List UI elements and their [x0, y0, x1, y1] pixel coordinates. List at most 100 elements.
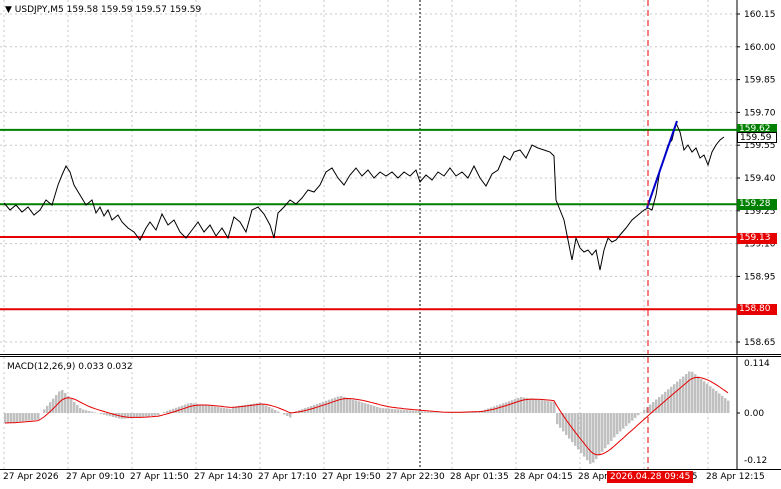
macd-histogram-bar: [640, 412, 643, 413]
price-scale-label: 159.25: [744, 207, 776, 217]
macd-histogram-bar: [103, 413, 106, 415]
macd-histogram-bar: [589, 413, 592, 464]
macd-histogram-bar: [256, 403, 259, 413]
macd-histogram-bar: [715, 391, 718, 413]
macd-panel[interactable]: 0.114 0.00 -0.12: [0, 356, 781, 470]
macd-histogram-bar: [244, 404, 247, 413]
macd-histogram-bar: [613, 413, 616, 438]
macd-histogram-bar: [247, 404, 250, 413]
macd-histogram-bar: [349, 398, 352, 413]
trend-line: [646, 120, 678, 209]
time-label: 28 Apr 01:35: [450, 472, 509, 482]
macd-histogram-bar: [268, 407, 271, 413]
macd-histogram-bar: [283, 413, 286, 415]
macd-histogram-bar: [265, 405, 268, 413]
price-scale-label: 159.10: [744, 240, 776, 250]
macd-histogram-bar: [418, 411, 421, 413]
macd-histogram-bar: [565, 413, 568, 435]
time-label: 27 Apr 11:50: [130, 472, 189, 482]
macd-histogram-bar: [127, 413, 130, 419]
price-scale-label: 160.15: [744, 10, 776, 20]
macd-histogram-bar: [529, 398, 532, 413]
macd-histogram-bar: [205, 405, 208, 413]
macd-histogram-bar: [574, 413, 577, 446]
macd-histogram-bar: [271, 408, 274, 413]
macd-histogram-bar: [199, 404, 202, 413]
macd-histogram-bar: [187, 403, 190, 413]
macd-histogram-bar: [643, 409, 646, 413]
macd-histogram-bar: [166, 410, 169, 413]
macd-histogram-bar: [706, 383, 709, 413]
macd-histogram-bar: [16, 413, 19, 422]
macd-histogram-bar: [112, 413, 115, 417]
time-label: 27 Apr 22:30: [386, 472, 445, 482]
time-label: 28 Apr 12:15: [706, 472, 765, 482]
macd-histogram-bar: [85, 410, 88, 413]
macd-histogram-bar: [595, 413, 598, 459]
macd-histogram-bar: [124, 413, 127, 419]
symbol-label: USDJPY,M5: [14, 5, 64, 15]
macd-histogram-bar: [151, 413, 154, 416]
price-scale-label: 158.95: [744, 272, 776, 282]
macd-histogram-bar: [49, 402, 52, 413]
macd-histogram-bar: [172, 408, 175, 413]
macd-histogram-bar: [235, 406, 238, 413]
macd-histogram-bar: [364, 403, 367, 413]
macd-histogram-bar: [136, 413, 139, 418]
macd-chart[interactable]: 0.114 0.00 -0.12: [0, 357, 781, 469]
macd-histogram-bar: [700, 379, 703, 413]
macd-histogram-bar: [568, 413, 571, 439]
chart-menu-icon[interactable]: ▼: [5, 5, 12, 15]
macd-histogram-bar: [562, 413, 565, 432]
macd-histogram-bar: [100, 413, 103, 414]
macd-histogram-bar: [28, 413, 31, 421]
macd-histogram-bar: [94, 412, 97, 413]
macd-histogram-bar: [277, 411, 280, 413]
macd-histogram-bar: [70, 399, 73, 413]
macd-histogram-bar: [580, 413, 583, 453]
macd-histogram-bar: [220, 407, 223, 413]
macd-histogram-bar: [148, 413, 151, 417]
macd-histogram-bar: [343, 396, 346, 413]
macd-signal-line: [4, 376, 729, 456]
macd-histogram-bar: [238, 405, 241, 413]
macd-histogram-bar: [709, 386, 712, 413]
macd-histogram-bar: [433, 412, 436, 413]
macd-histogram-bar: [496, 405, 499, 413]
macd-histogram-bar: [397, 409, 400, 413]
macd-histogram-bar: [139, 413, 142, 418]
macd-histogram-bar: [154, 413, 157, 416]
macd-histogram-bar: [370, 405, 373, 413]
price-chart-panel[interactable]: 160.15 160.00 159.85 159.70 159.55 159.40 159.…: [0, 0, 781, 355]
time-label: 28 Apr: [578, 472, 608, 482]
macd-histogram-bar: [46, 405, 49, 413]
macd-histogram-bar: [310, 406, 313, 413]
macd-histogram-bar: [514, 399, 517, 413]
macd-histogram-bar: [346, 397, 349, 413]
macd-histogram-bar: [376, 406, 379, 413]
macd-histogram-bar: [436, 412, 439, 413]
time-label: 28 Apr 04:15: [514, 472, 573, 482]
macd-histogram-bar: [373, 405, 376, 413]
macd-histogram-bar: [391, 408, 394, 413]
macd-histogram-bar: [607, 413, 610, 445]
macd-histogram-bar: [214, 406, 217, 413]
macd-histogram-bar: [541, 400, 544, 413]
macd-histogram-bar: [697, 376, 700, 413]
macd-histogram-bar: [250, 404, 253, 413]
macd-histogram-bar: [316, 403, 319, 413]
macd-histogram-bar: [133, 413, 136, 418]
macd-histogram-bar: [274, 410, 277, 413]
price-chart[interactable]: 160.15 160.00 159.85 159.70 159.55 159.40 159.…: [0, 0, 781, 354]
macd-histogram-bar: [223, 407, 226, 413]
macd-histogram-bar: [412, 410, 415, 413]
macd-histogram-bar: [538, 399, 541, 413]
macd-histogram-bar: [367, 404, 370, 413]
macd-histogram-bar: [658, 396, 661, 413]
macd-histogram-bar: [427, 411, 430, 413]
macd-histogram-bar: [556, 413, 559, 425]
macd-histogram-bar: [688, 371, 691, 413]
macd-histogram-bar: [337, 396, 340, 413]
chart-header: ▼ USDJPY,M5 159.58 159.59 159.57 159.59: [5, 5, 201, 15]
macd-histogram-bar: [7, 413, 10, 423]
